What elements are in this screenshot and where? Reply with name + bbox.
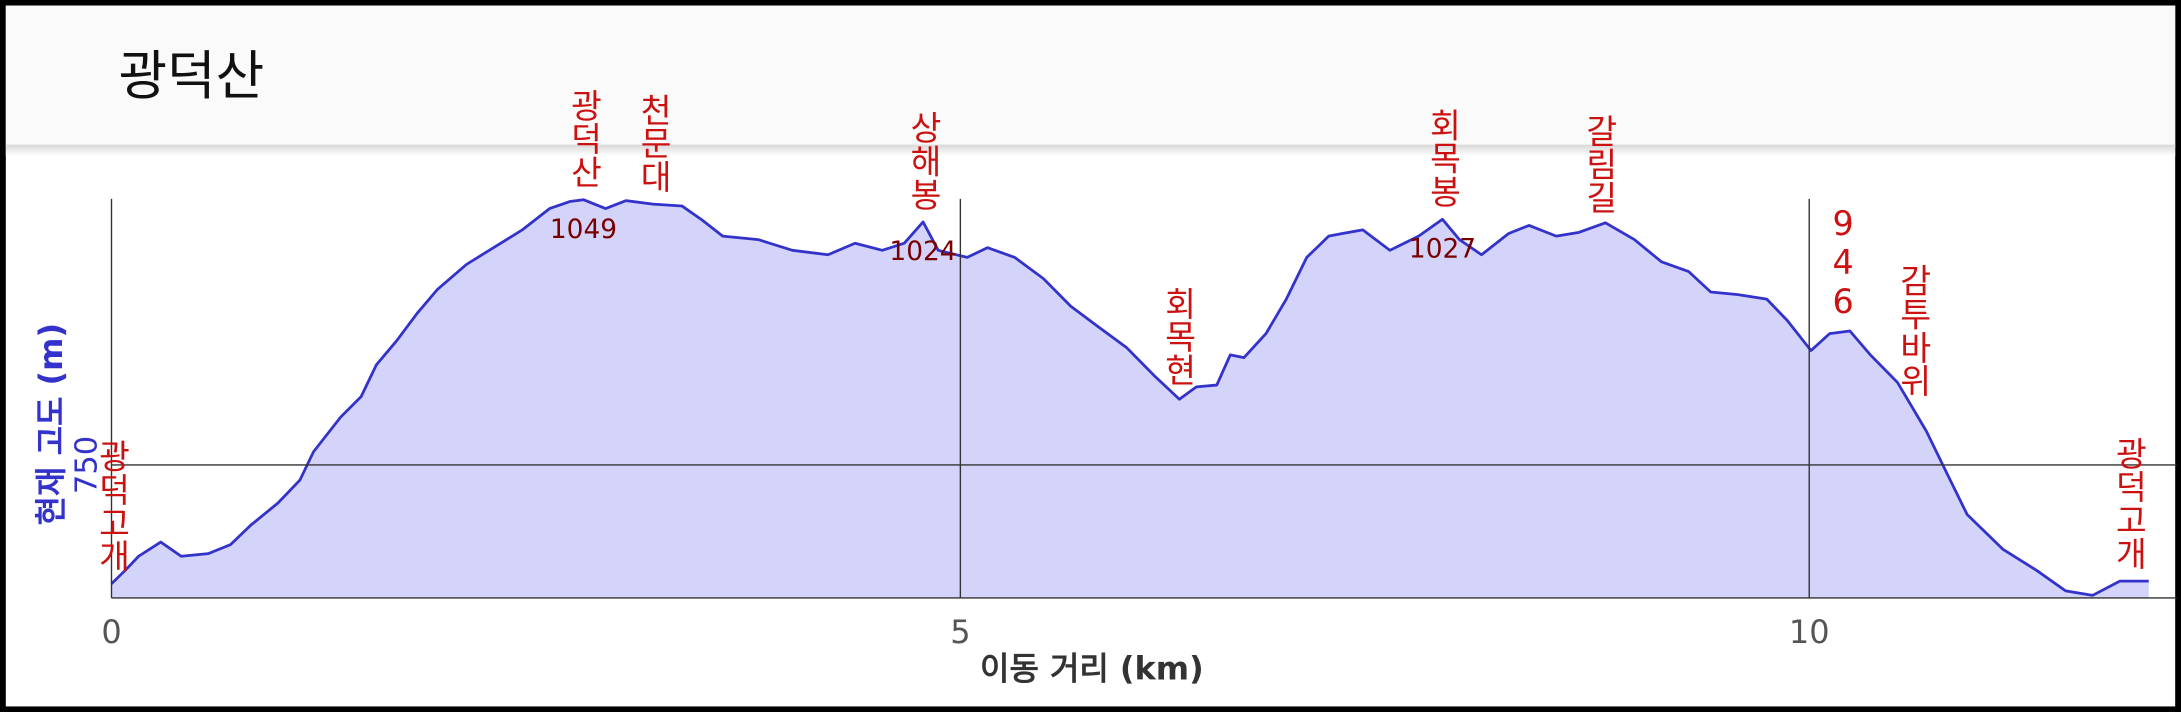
x-axis-label: 이동 거리 (km) [980, 649, 1204, 687]
elevation-label: 1049 [550, 214, 617, 245]
elevation-label: 1027 [1409, 233, 1476, 264]
peak-label: 천문대 [634, 93, 673, 193]
peak-label: 감투바위 [1893, 264, 1932, 397]
x-tick-label: 10 [1789, 613, 1830, 651]
x-tick-label: 5 [950, 613, 970, 651]
peak-label: 회목현 [1158, 286, 1197, 386]
peak-label: 광덕고개 [92, 439, 131, 572]
x-tick-label: 0 [101, 613, 121, 651]
header [5, 5, 2176, 148]
area [111, 199, 2149, 598]
y-tick-label: 750 [69, 436, 104, 494]
peak-label: 946 [1824, 204, 1863, 321]
peak-label: 광덕고개 [2109, 437, 2148, 570]
y-axis-label: 현재 고도 (m) [32, 323, 70, 525]
peak-label: 광덕산 [564, 88, 603, 188]
elevation-label: 1024 [889, 236, 956, 267]
chart-title: 광덕산 [118, 46, 264, 107]
peak-label: 상해봉 [904, 111, 943, 211]
peak-label: 갈림길 [1579, 114, 1618, 214]
peak-label: 회목봉 [1423, 108, 1462, 208]
profile-line [110, 198, 2149, 597]
header-shadow [5, 144, 2176, 156]
